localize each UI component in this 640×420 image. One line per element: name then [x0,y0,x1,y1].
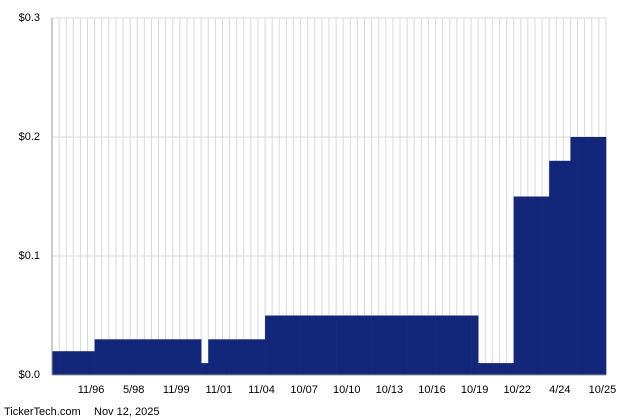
x-tick-label: 10/19 [461,384,489,396]
bar [392,315,401,375]
bar [336,315,344,375]
x-tick-label: 11/96 [78,384,105,396]
y-tick-label: $0.2 [19,131,40,143]
bar [229,339,237,375]
bar [108,339,117,375]
y-tick-label: $0.3 [19,12,40,24]
bar [549,160,557,375]
y-tick-label: $0.0 [19,369,40,381]
x-tick-label: 10/10 [333,384,361,396]
x-tick-label: 10/13 [376,384,404,396]
bar [215,339,223,375]
bar [94,339,103,375]
date-label: Nov 12, 2025 [94,406,159,418]
bar [321,315,330,375]
bar [357,315,365,375]
bar [165,339,174,375]
x-tick-label: 11/99 [163,384,190,396]
bar [59,351,67,375]
bar [520,196,529,375]
bar [243,339,252,375]
bar [421,315,429,375]
x-tick-label: 10/16 [418,384,446,396]
bar [115,339,124,375]
bar [66,351,74,375]
bar [293,315,301,375]
bar [364,315,372,375]
x-tick-label: 10/07 [290,384,318,396]
bar [158,339,166,375]
bar [144,339,152,375]
bar [598,137,607,375]
bar [73,351,81,375]
bar [279,315,287,375]
bar [300,315,308,375]
bar [314,315,323,375]
bar [485,363,493,375]
bar [350,315,358,375]
bar [179,339,188,375]
bar [80,351,88,375]
bar [542,196,550,375]
bar [265,315,273,375]
bar [101,339,110,375]
bar [130,339,138,375]
x-tick-label: 10/22 [503,384,531,396]
bar [378,315,387,375]
bar [471,315,479,375]
x-tick-label: 4/24 [549,384,570,396]
bar [52,351,60,375]
bar [407,315,415,375]
bar [151,339,159,375]
bar [329,315,337,375]
bar [478,363,486,375]
bar [272,315,280,375]
bar [506,363,514,375]
bar [435,315,443,375]
bar [307,315,316,375]
bar [286,315,294,375]
bar [442,315,451,375]
bar [534,196,543,375]
bar [236,339,245,375]
bar [570,137,578,375]
bar [456,315,465,375]
bar [385,315,394,375]
bar [527,196,536,375]
bar [172,339,181,375]
bar [513,196,522,375]
bar [222,339,230,375]
bar [201,363,209,375]
bar [449,315,458,375]
bar [463,315,472,375]
y-tick-label: $0.1 [19,250,40,262]
bar [250,339,259,375]
bar [492,363,500,375]
bar [577,137,585,375]
bar [371,315,380,375]
x-tick-label: 11/04 [248,384,275,396]
bar [591,137,600,375]
bar [87,351,95,375]
bar [186,339,195,375]
bar [414,315,422,375]
bar [123,339,131,375]
source-label: TickerTech.com [4,406,81,418]
bar [194,339,202,375]
bar [137,339,145,375]
bar [343,315,351,375]
x-tick-label: 5/98 [123,384,144,396]
bar [556,160,564,375]
x-tick-label: 11/01 [206,384,233,396]
bar [584,137,593,375]
bar [400,315,408,375]
x-tick-label: 10/25 [589,384,617,396]
bar [499,363,507,375]
bar [428,315,436,375]
bar [208,339,216,375]
bar [257,339,266,375]
bar [563,160,571,375]
